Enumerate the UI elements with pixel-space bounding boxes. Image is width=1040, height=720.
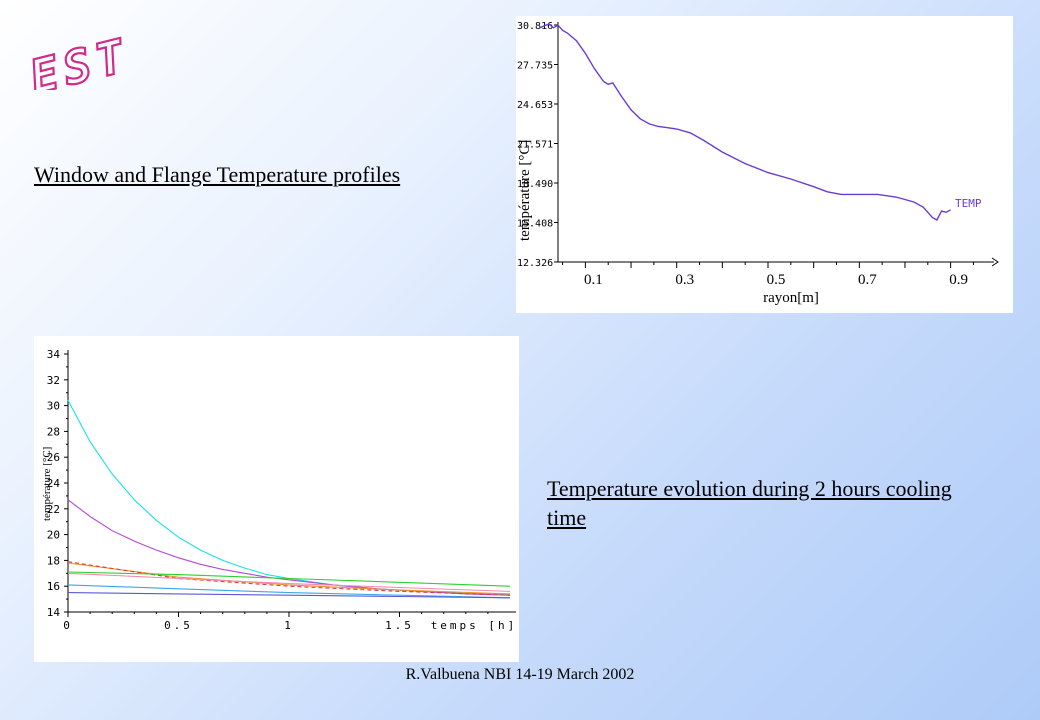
x-axis-title: temps [h] xyxy=(431,619,518,632)
evolution-heading: Temperature evolution during 2 hours coo… xyxy=(547,476,952,530)
x-tick-label: 0.9 xyxy=(949,272,968,288)
y-tick-label: 16 xyxy=(47,580,60,593)
x-tick-label: 0.7 xyxy=(858,272,877,288)
footer-credit: R.Valbuena NBI 14-19 March 2002 xyxy=(405,666,635,683)
y-tick-label: 14 xyxy=(47,606,61,619)
x-axis-arrow xyxy=(991,257,999,267)
y-tick-label: 24 xyxy=(47,477,61,490)
y-tick-label: 18.490 xyxy=(517,179,553,190)
series-line-7 xyxy=(67,584,511,599)
series-line-8 xyxy=(67,592,511,599)
temp-series-line xyxy=(539,23,951,221)
y-tick-label: 30.816 xyxy=(517,21,553,32)
series-line-5 xyxy=(67,571,511,587)
series-line-6 xyxy=(67,572,511,592)
x-tick-label: 0.5 xyxy=(767,272,786,288)
x-tick-label: 0.3 xyxy=(675,272,694,288)
y-axis-title: température [°C] xyxy=(41,447,53,521)
cooling-evolution-chart: 14 16 18 20 22 24 26 28 30 32 34 0 0.5 1 1.5 températur… xyxy=(34,336,519,662)
series-line-2 xyxy=(67,499,511,596)
cooling-evolution-svg: 14 16 18 20 22 24 26 28 30 32 34 0 0.5 1 1.5 températur… xyxy=(41,348,518,632)
y-tick-label: 26 xyxy=(47,451,60,464)
y-axis-title: température [°C] xyxy=(517,140,533,241)
y-tick-label: 34 xyxy=(47,348,61,361)
y-tick-label: 28 xyxy=(47,425,60,438)
y-tick-label: 32 xyxy=(47,374,60,387)
legend-label-temp: TEMP xyxy=(955,197,982,210)
radial-temperature-chart: 30.816 27.735 24.653 21.571 18.490 15.408 12.3… xyxy=(516,16,1013,313)
y-tick-label: 20 xyxy=(47,529,60,542)
x-tick-label: 0 xyxy=(63,619,73,632)
series-line-1 xyxy=(67,400,511,595)
x-axis-title: rayon[m] xyxy=(763,290,819,306)
x-tick-label: 0.1 xyxy=(584,272,603,288)
est-logo-text: EST xyxy=(24,28,135,90)
est-logo: EST xyxy=(23,26,136,90)
radial-temperature-svg: 30.816 27.735 24.653 21.571 18.490 15.408 12.3… xyxy=(517,21,999,306)
window-flange-heading: Window and Flange Temperature profiles xyxy=(34,162,401,187)
y-tick-label: 18 xyxy=(47,554,60,567)
x-tick-label: 0.5 xyxy=(164,619,193,632)
y-tick-label: 24.653 xyxy=(517,100,553,111)
x-tick-label: 1.5 xyxy=(385,619,414,632)
x-tick-label: 1 xyxy=(284,619,294,632)
series-line-3 xyxy=(67,562,511,595)
y-tick-label: 27.735 xyxy=(517,60,553,71)
y-tick-label: 21.571 xyxy=(517,140,553,151)
y-tick-label: 22 xyxy=(47,503,60,516)
y-tick-label: 12.326 xyxy=(517,258,553,269)
y-tick-label: 15.408 xyxy=(517,218,553,229)
y-tick-label: 30 xyxy=(47,400,60,413)
